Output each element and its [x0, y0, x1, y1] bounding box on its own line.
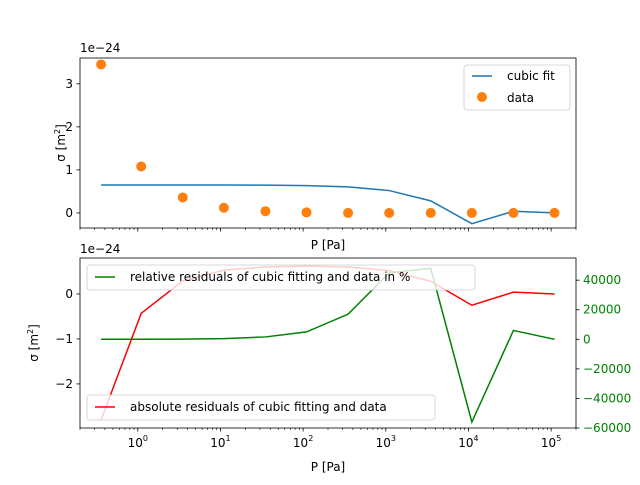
- data-point: [425, 207, 436, 218]
- bottom-y-tick-label: −1: [55, 332, 73, 346]
- bottom-x-tick-label: 102: [293, 434, 313, 450]
- data-point: [384, 207, 395, 218]
- bottom-offset-text: 1e−24: [80, 242, 120, 256]
- bottom-legend-relative: relative residuals of cubic fitting and …: [86, 264, 476, 291]
- top-legend: cubic fit data: [463, 64, 571, 111]
- bottom-x-tick-label: 101: [210, 434, 230, 450]
- bottom-y2-tick-label: −40000: [583, 391, 631, 405]
- data-point: [301, 207, 312, 218]
- bottom-subplot: 100 101 102 103 104 105 −2 −1 0 −60000 −40000 −20…: [26, 242, 631, 474]
- absolute-legend-box: [86, 394, 436, 421]
- top-y-tick-label: 1: [65, 163, 73, 177]
- data-point: [136, 161, 147, 172]
- top-offset-text: 1e−24: [80, 41, 120, 55]
- data-point: [96, 59, 107, 70]
- series-line-cubic-fit: [101, 184, 555, 225]
- bottom-y2-tick-label: −60000: [583, 421, 631, 435]
- data-point: [549, 207, 560, 218]
- top-x-axis-label: P [Pa]: [311, 238, 345, 252]
- top-y-tick-label: 3: [65, 77, 73, 91]
- top-subplot: 0 1 2 3 1e−24 P [Pa] σ [m2] cubic fit data: [53, 41, 577, 252]
- bottom-y-tick-label: −2: [55, 377, 73, 391]
- bottom-y2-tick-label: 0: [583, 332, 591, 346]
- legend-label-absolute-residuals: absolute residuals of cubic fitting and …: [130, 400, 387, 414]
- data-point: [508, 207, 519, 218]
- bottom-x-axis-label: P [Pa]: [311, 460, 345, 474]
- bottom-x-tick-label: 103: [376, 434, 396, 450]
- bottom-y-axis-label: σ [m2]: [26, 324, 41, 362]
- bottom-legend-absolute: absolute residuals of cubic fitting and …: [86, 394, 436, 421]
- legend-swatch-data: [477, 92, 487, 102]
- series-line-relative-residuals: [101, 267, 555, 425]
- legend-label-data: data: [507, 91, 534, 105]
- data-point: [343, 207, 354, 218]
- legend-label-cubic-fit: cubic fit: [507, 69, 555, 83]
- top-y-tick-label: 2: [65, 120, 73, 134]
- data-point: [177, 192, 188, 203]
- top-y-axis-label: σ [m2]: [53, 124, 68, 162]
- bottom-x-tick-label: 100: [128, 434, 148, 450]
- top-y-tick-label: 0: [65, 206, 73, 220]
- bottom-x-tick-label: 104: [458, 434, 478, 450]
- data-point: [260, 206, 271, 217]
- legend-label-relative-residuals: relative residuals of cubic fitting and …: [130, 270, 410, 284]
- bottom-x-tick-label: 105: [541, 434, 561, 450]
- bottom-y2-tick-label: 40000: [583, 273, 621, 287]
- bottom-y-tick-label: 0: [65, 287, 73, 301]
- data-point: [218, 202, 229, 213]
- relative-legend-box: [86, 264, 476, 291]
- bottom-y2-tick-label: 20000: [583, 303, 621, 317]
- data-point: [466, 207, 477, 218]
- bottom-y2-tick-label: −20000: [583, 362, 631, 376]
